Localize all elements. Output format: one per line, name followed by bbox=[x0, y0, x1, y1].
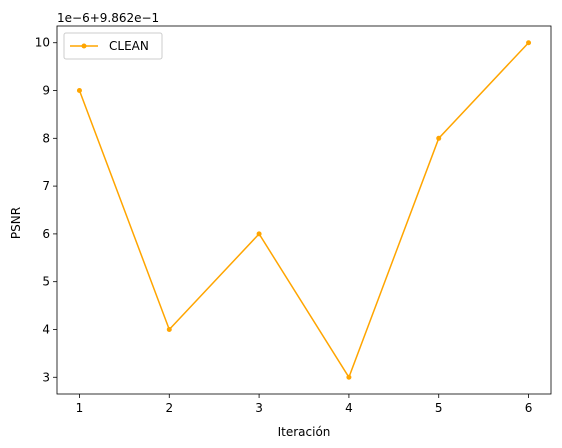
data-point bbox=[76, 88, 82, 94]
x-tick-label: 5 bbox=[435, 401, 443, 415]
data-point bbox=[526, 40, 532, 46]
y-axis-offset-text: 1e−6+9.862e−1 bbox=[57, 11, 159, 25]
legend-label-clean: CLEAN bbox=[109, 39, 149, 53]
x-axis-ticks: 1 2 3 4 5 6 bbox=[76, 394, 533, 415]
x-axis-label: Iteración bbox=[278, 425, 331, 439]
x-tick-label: 6 bbox=[525, 401, 533, 415]
x-tick-label: 4 bbox=[345, 401, 353, 415]
y-tick-label: 8 bbox=[42, 131, 50, 145]
legend-box bbox=[63, 32, 163, 60]
plot-frame bbox=[56, 25, 552, 395]
y-tick-label: 6 bbox=[42, 227, 50, 241]
y-axis-label: PSNR bbox=[9, 207, 23, 239]
y-axis-ticks: 3 4 5 6 7 8 9 10 bbox=[35, 36, 57, 384]
y-tick-label: 3 bbox=[42, 370, 50, 384]
x-tick-label: 2 bbox=[165, 401, 173, 415]
y-tick-label: 5 bbox=[42, 275, 50, 289]
y-tick-label: 4 bbox=[42, 322, 50, 336]
plot-area bbox=[56, 25, 552, 395]
y-tick-label: 7 bbox=[42, 179, 50, 193]
series-line-clean bbox=[78, 42, 530, 379]
data-point bbox=[256, 231, 262, 237]
legend: CLEAN bbox=[63, 32, 163, 60]
data-point bbox=[436, 135, 442, 141]
x-tick-label: 3 bbox=[255, 401, 263, 415]
y-tick-label: 10 bbox=[35, 36, 50, 50]
series-layer bbox=[76, 40, 532, 380]
legend-marker-sample bbox=[81, 43, 87, 49]
x-tick-label: 1 bbox=[76, 401, 84, 415]
y-tick-label: 9 bbox=[42, 84, 50, 98]
data-point bbox=[346, 374, 352, 380]
data-point bbox=[166, 326, 172, 332]
